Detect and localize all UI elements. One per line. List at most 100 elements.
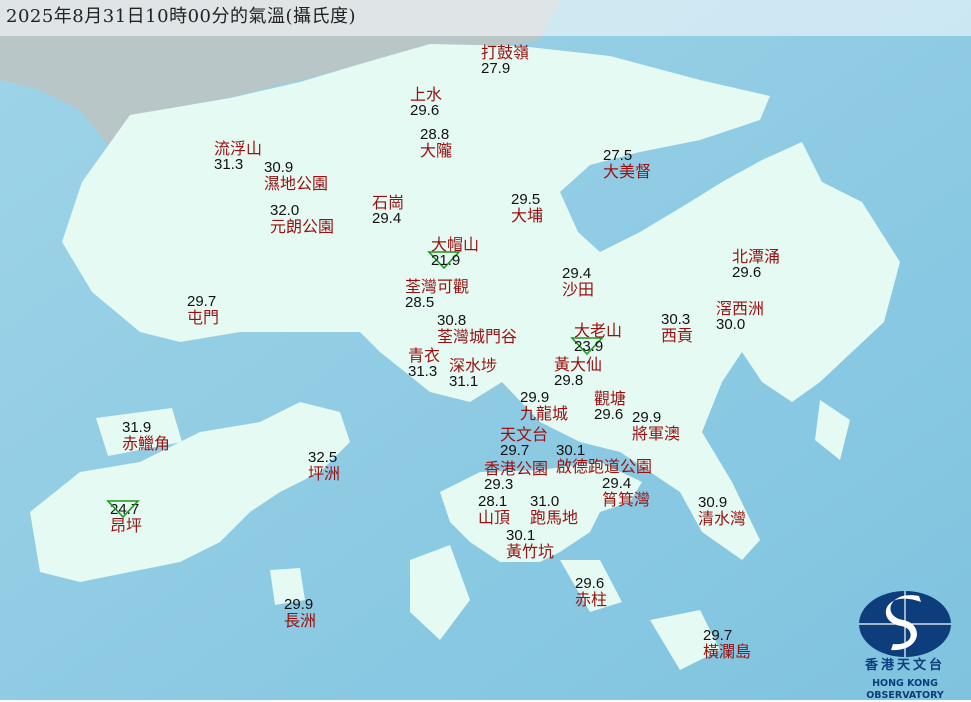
station-name: 青衣 (408, 346, 441, 365)
land-hong-kong-island (440, 462, 642, 562)
station-name: 滘西洲 (716, 299, 765, 318)
station-name: 北潭涌 (732, 247, 781, 266)
station-name: 筲箕灣 (602, 490, 651, 509)
station-name: 石崗 (372, 193, 405, 212)
station: 天文台 29.7 (500, 426, 548, 458)
station-name: 大美督 (603, 162, 652, 181)
station: 上水 29.6 (410, 86, 442, 118)
station: 打鼓嶺 27.9 (481, 44, 529, 76)
land-new-territories-kowloon (62, 44, 900, 560)
station-name: 山頂 (478, 508, 511, 527)
station-name: 清水灣 (698, 509, 747, 528)
station-temperature: 32.0 (270, 202, 300, 219)
station-temperature: 30.1 (506, 527, 536, 544)
logo-text-zh: 香港天文台 (864, 658, 945, 673)
station-name: 啟德跑道公園 (556, 457, 653, 476)
land-stanley (560, 560, 622, 612)
station: 大隴 28.8 (420, 127, 452, 159)
station-temperature: 27.9 (481, 60, 511, 77)
station-name: 元朗公園 (270, 217, 335, 236)
map-title: 2025年8月31日10時00分的氣溫(攝氏度) (6, 6, 357, 27)
station-temperature: 31.0 (530, 493, 560, 510)
station-temperature: 24.7 (110, 501, 140, 518)
station: 九龍城 29.9 (520, 390, 568, 422)
station-temperature: 29.7 (703, 627, 733, 644)
station-name: 濕地公園 (264, 174, 329, 193)
land-lamma (410, 545, 470, 640)
station-temperature: 29.9 (520, 389, 550, 406)
station: 流浮山 31.3 (214, 140, 262, 172)
station-temperature: 32.5 (308, 449, 338, 466)
station-temperature: 31.3 (214, 156, 244, 173)
station: 北潭涌 29.6 (732, 248, 780, 280)
station-temperature: 29.9 (632, 409, 662, 426)
station-name: 九龍城 (520, 404, 569, 423)
station-temperature: 21.9 (431, 252, 461, 269)
station-name: 坪洲 (308, 464, 341, 483)
station-temperature: 30.0 (716, 316, 746, 333)
station-temperature: 31.3 (408, 363, 438, 380)
station: 昂坪 24.7 (106, 500, 143, 535)
station-name: 大老山 (574, 321, 623, 340)
station: 濕地公園 30.9 (264, 160, 328, 192)
station-temperature: 29.9 (284, 596, 314, 613)
logo-text-en: HONG KONG OBSERVATORY (866, 678, 944, 701)
station: 沙田 29.4 (562, 266, 594, 298)
station-temperature: 29.4 (562, 265, 592, 282)
station: 荃灣城門谷 30.8 (437, 313, 517, 345)
station: 清水灣 30.9 (698, 495, 746, 527)
station-temperature: 31.9 (122, 419, 152, 436)
station-name: 橫瀾島 (703, 642, 752, 661)
station: 坪洲 32.5 (308, 450, 340, 482)
station-name: 昂坪 (110, 516, 143, 535)
station: 大帽山 21.9 (427, 235, 480, 270)
station-temperature: 28.8 (420, 126, 450, 143)
station: 山頂 28.1 (478, 494, 510, 526)
station-name: 上水 (410, 85, 443, 104)
station: 啟德跑道公園 30.1 (556, 443, 652, 475)
station: 長洲 29.9 (284, 597, 316, 629)
station-name: 將軍澳 (632, 424, 681, 443)
station: 赤鱲角 31.9 (122, 420, 170, 452)
station-name: 大帽山 (431, 235, 480, 254)
station-temperature: 29.3 (484, 476, 514, 493)
station: 橫瀾島 29.7 (703, 628, 751, 660)
land-lantau (30, 402, 350, 582)
station-name: 赤柱 (575, 590, 608, 609)
station: 大美督 27.5 (603, 148, 651, 180)
station: 滘西洲 30.0 (716, 300, 764, 332)
station-temperature: 29.6 (732, 264, 762, 281)
station-name: 大埔 (511, 206, 544, 225)
down-triangle-marker-icon (427, 251, 461, 270)
station-name: 觀塘 (594, 389, 627, 408)
station-name: 西貢 (661, 326, 694, 345)
station-temperature: 30.1 (556, 442, 586, 459)
station: 元朗公園 32.0 (270, 203, 334, 235)
station: 大埔 29.5 (511, 192, 543, 224)
station-temperature: 29.8 (554, 372, 584, 389)
station: 黃大仙 29.8 (554, 356, 602, 388)
station-temperature: 29.7 (187, 293, 217, 310)
station-name: 赤鱲角 (122, 434, 171, 453)
station-temperature: 28.5 (405, 294, 435, 311)
station-name: 跑馬地 (530, 508, 579, 527)
station: 香港公園 29.3 (484, 460, 548, 492)
station-name: 打鼓嶺 (481, 43, 530, 62)
station-temperature: 29.6 (594, 406, 624, 423)
station-temperature: 31.1 (449, 373, 479, 390)
station-name: 香港公園 (484, 459, 549, 478)
station-name: 流浮山 (214, 139, 263, 158)
station-name: 天文台 (500, 425, 549, 444)
station-temperature: 27.5 (603, 147, 633, 164)
land-chek-lap-kok (96, 408, 182, 456)
station-temperature: 30.3 (661, 311, 691, 328)
station-temperature: 29.4 (602, 475, 632, 492)
station-name: 荃灣可觀 (405, 277, 470, 296)
station-temperature: 29.6 (575, 575, 605, 592)
station-name: 黃竹坑 (506, 542, 555, 561)
station: 將軍澳 29.9 (632, 410, 680, 442)
station-temperature: 29.4 (372, 210, 402, 227)
station-temperature: 23.9 (574, 338, 604, 355)
title-bar: 2025年8月31日10時00分的氣溫(攝氏度) (0, 0, 971, 36)
